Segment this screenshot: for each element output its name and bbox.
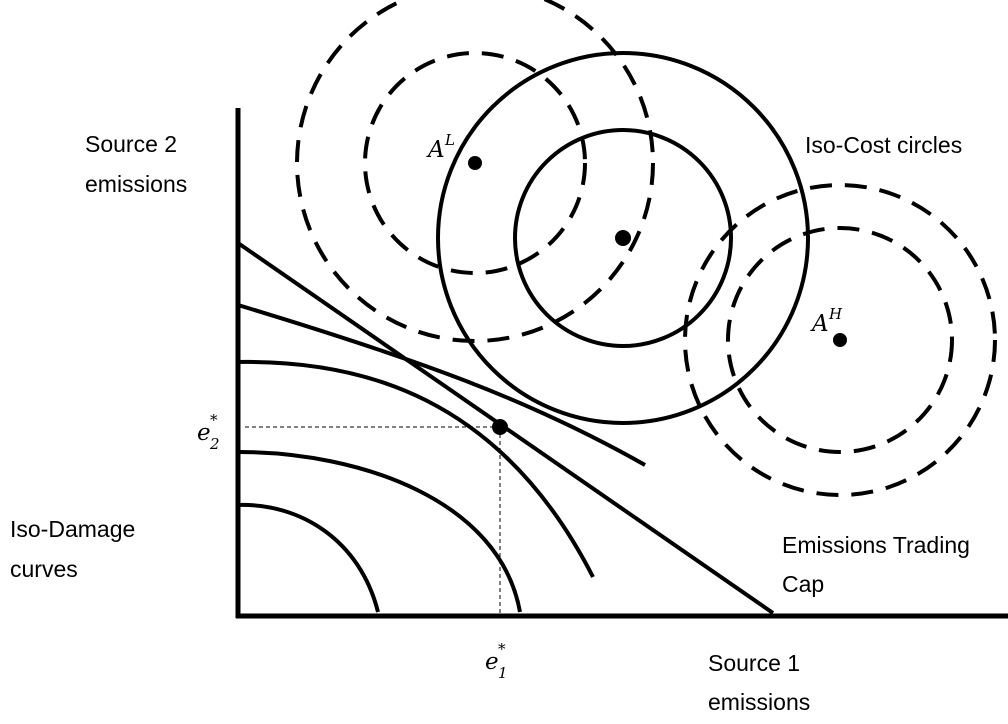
point-AH xyxy=(833,333,847,347)
trading-label-line1: Emissions Trading xyxy=(782,532,970,558)
point-AL xyxy=(468,156,482,170)
iso-damage-curve-3 xyxy=(237,359,595,578)
iso-damage-curve-2 xyxy=(237,450,522,613)
svg-text:e: e xyxy=(485,649,499,675)
left-mask xyxy=(0,0,236,724)
svg-text:A: A xyxy=(810,311,829,337)
svg-text:e: e xyxy=(197,420,211,446)
svg-text:*: * xyxy=(210,411,218,429)
x-axis-label-line1: Source 1 xyxy=(708,650,800,676)
point-center xyxy=(615,230,631,246)
iso-cost-circle-low-inner xyxy=(363,51,587,275)
label-AH: A H xyxy=(810,305,843,337)
svg-text:A: A xyxy=(426,137,445,163)
iso-cost-circle-mid-outer xyxy=(436,51,810,425)
label-e2-star: e 2 * xyxy=(197,411,220,453)
iso-damage-curve-1 xyxy=(237,502,380,613)
iso-cost-label: Iso-Cost circles xyxy=(805,132,962,158)
iso-damage-curve-4 xyxy=(237,303,646,467)
iso-cost-circle-high-inner xyxy=(726,226,954,454)
svg-text:L: L xyxy=(444,131,455,149)
point-optimum xyxy=(492,419,508,435)
iso-damage-label-line2: curves xyxy=(10,556,78,582)
y-axis-label-line2: emissions xyxy=(85,171,187,197)
svg-text:H: H xyxy=(828,305,843,323)
svg-text:2: 2 xyxy=(209,435,220,453)
iso-cost-circle-mid-inner xyxy=(513,128,733,348)
y-axis-label-line1: Source 2 xyxy=(85,131,177,157)
iso-cost-circle-high-outer xyxy=(683,183,997,497)
x-axis-label-line2: emissions xyxy=(708,689,810,715)
bottom-mask xyxy=(236,613,1008,724)
label-AL: A L xyxy=(426,131,455,163)
trading-label-line2: Cap xyxy=(782,571,824,597)
svg-text:*: * xyxy=(498,640,506,658)
label-e1-star: e 1 * xyxy=(485,640,508,682)
iso-cost-circle-low-outer xyxy=(295,0,655,343)
iso-damage-label-line1: Iso-Damage xyxy=(10,516,135,542)
svg-text:1: 1 xyxy=(498,664,508,682)
